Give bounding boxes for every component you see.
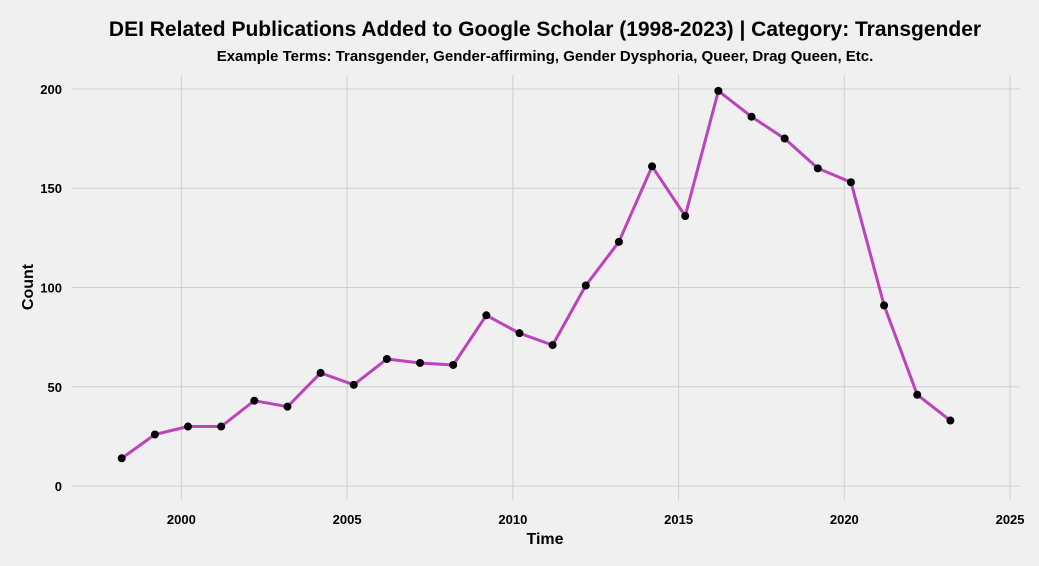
data-point	[382, 354, 391, 363]
data-point	[349, 380, 358, 389]
y-tick-label: 50	[48, 380, 62, 395]
data-point	[714, 86, 723, 95]
data-point	[416, 358, 425, 367]
x-axis-ticks: 2000 2005 2010 2015 2020 2025	[167, 512, 1025, 527]
data-point	[846, 178, 855, 187]
data-point	[482, 311, 491, 320]
data-point	[813, 164, 822, 173]
data-point	[548, 341, 557, 350]
chart-title: DEI Related Publications Added to Google…	[109, 18, 981, 41]
data-point	[250, 396, 259, 405]
data-point	[747, 112, 756, 121]
data-point	[316, 368, 325, 377]
grid	[72, 75, 1020, 500]
data-point	[515, 329, 524, 338]
data-point	[117, 454, 126, 463]
data-point	[217, 422, 226, 431]
data-point	[150, 430, 159, 439]
y-tick-label: 200	[40, 82, 62, 97]
data-point	[581, 281, 590, 290]
data-point	[449, 360, 458, 369]
x-axis-label: Time	[526, 531, 563, 548]
data-point	[880, 301, 889, 310]
y-tick-label: 0	[55, 479, 62, 494]
y-axis-ticks: 0 50 100 150 200	[40, 82, 62, 494]
x-tick-label: 2025	[996, 512, 1025, 527]
data-point	[946, 416, 955, 425]
data-point	[681, 212, 690, 221]
y-axis-label: Count	[20, 263, 37, 310]
y-tick-label: 150	[40, 181, 62, 196]
x-tick-label: 2010	[498, 512, 527, 527]
x-tick-label: 2015	[664, 512, 693, 527]
series-line	[120, 89, 952, 460]
data-point	[913, 390, 922, 399]
data-points	[117, 86, 955, 463]
data-point	[184, 422, 193, 431]
x-tick-label: 2000	[167, 512, 196, 527]
data-point	[648, 162, 657, 171]
series-layer	[120, 89, 952, 460]
data-point	[283, 402, 292, 411]
data-point	[780, 134, 789, 143]
x-tick-label: 2005	[333, 512, 362, 527]
chart-subtitle: Example Terms: Transgender, Gender-affir…	[217, 48, 874, 65]
y-tick-label: 100	[40, 281, 62, 296]
x-tick-label: 2020	[830, 512, 859, 527]
data-point	[614, 237, 623, 246]
